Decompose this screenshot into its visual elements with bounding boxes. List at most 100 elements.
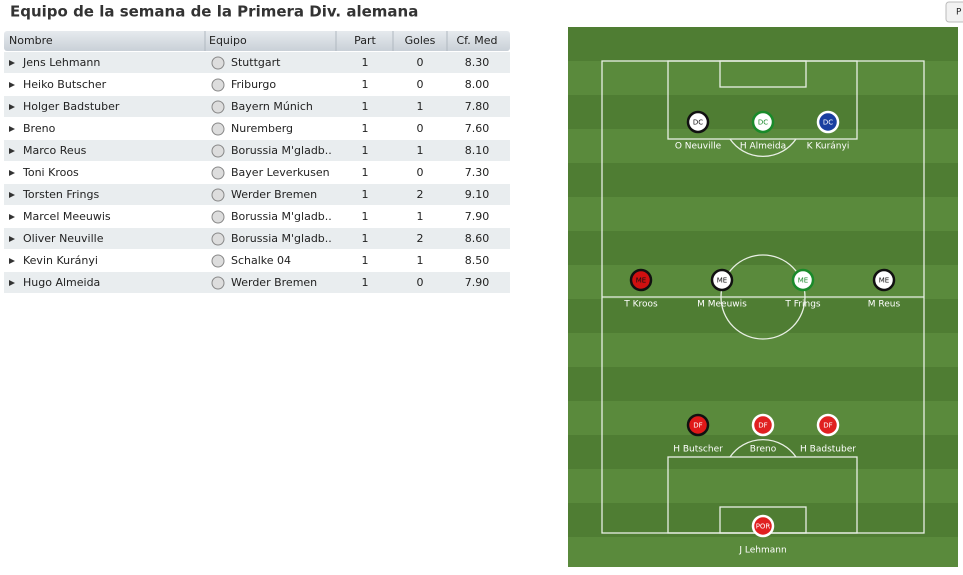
player-position: DF: [693, 422, 702, 430]
team-crest: [211, 254, 225, 268]
player-token: [751, 413, 775, 437]
table-row: [4, 118, 510, 139]
player-name: M Meeuwis: [697, 300, 747, 310]
player-name: M Reus: [868, 300, 901, 310]
player-position: DC: [693, 119, 703, 127]
player-name: K Kurányi: [807, 142, 850, 152]
table-cell: 1: [417, 254, 424, 267]
button-label[interactable]: P: [956, 8, 962, 18]
table-cell: Jens Lehmann: [22, 56, 100, 69]
player-name: H Butscher: [673, 445, 723, 455]
player-position: ME: [636, 277, 646, 285]
team-crest: [211, 210, 225, 224]
player-name: Breno: [750, 445, 777, 455]
player-position: ME: [798, 277, 808, 285]
column-header: Part: [354, 34, 376, 47]
table-cell: 1: [362, 188, 369, 201]
pitch-line: [719, 60, 807, 88]
table-cell: 1: [362, 232, 369, 245]
table-cell: 1: [362, 210, 369, 223]
player-token: [686, 413, 710, 437]
team-crest: [211, 232, 225, 246]
pitch-stripe: [568, 197, 958, 231]
player-token: [710, 268, 734, 292]
table-row: [4, 96, 510, 117]
table-row: [4, 52, 510, 73]
table-cell: Bayern Múnich: [231, 100, 313, 113]
player-token: [686, 110, 710, 134]
row-arrow: [9, 170, 15, 176]
table-cell: 7.60: [465, 122, 490, 135]
table-cell: 1: [362, 276, 369, 289]
table-cell: Bayer Leverkusen: [231, 166, 330, 179]
table-row: [4, 228, 510, 249]
pitch-stripe: [568, 333, 958, 367]
team-crest: [211, 166, 225, 180]
table-cell: Werder Bremen: [231, 276, 317, 289]
column-header: Cf. Med: [457, 34, 498, 47]
table-cell: Toni Kroos: [22, 166, 79, 179]
team-crest: [211, 276, 225, 290]
table-cell: 7.90: [465, 210, 490, 223]
table-cell: Hugo Almeida: [23, 276, 100, 289]
player-token: [751, 110, 775, 134]
row-arrow: [9, 236, 15, 242]
table-cell: Borussia M'gladb..: [231, 144, 332, 157]
table-cell: 2: [417, 232, 424, 245]
table-cell: 1: [417, 144, 424, 157]
player-token: [629, 268, 653, 292]
pitch-line: [729, 439, 797, 458]
player-token: [816, 413, 840, 437]
table-cell: 1: [417, 100, 424, 113]
player-position: DC: [758, 119, 768, 127]
table-cell: Oliver Neuville: [23, 232, 104, 245]
table-row: [4, 184, 510, 205]
table-cell: Holger Badstuber: [23, 100, 120, 113]
team-crest: [211, 144, 225, 158]
row-arrow: [9, 126, 15, 132]
table-cell: 1: [362, 100, 369, 113]
table-cell: Kevin Kurányi: [23, 254, 98, 267]
player-position: DF: [758, 422, 767, 430]
table-cell: 0: [417, 78, 424, 91]
player-name: H Badstuber: [800, 445, 856, 455]
table-row: [4, 250, 510, 271]
table-cell: 0: [417, 122, 424, 135]
table-cell: 1: [417, 210, 424, 223]
table-cell: Borussia M'gladb..: [231, 232, 332, 245]
pitch-stripe: [568, 265, 958, 299]
column-header: Nombre: [9, 34, 53, 47]
table-cell: Marco Reus: [23, 144, 87, 157]
player-name: T Frings: [784, 300, 820, 310]
player-name: O Neuville: [675, 142, 722, 152]
column-header: Goles: [405, 34, 436, 47]
table-cell: 8.10: [465, 144, 490, 157]
table-cell: 0: [417, 166, 424, 179]
table-cell: 1: [362, 78, 369, 91]
table-cell: 1: [362, 144, 369, 157]
pitch-stripe: [568, 537, 958, 567]
table-cell: Borussia M'gladb..: [231, 210, 332, 223]
table-row: [4, 74, 510, 95]
table-cell: 8.50: [465, 254, 490, 267]
player-position: DF: [823, 422, 832, 430]
table-row: [4, 140, 510, 161]
table-cell: Stuttgart: [231, 56, 281, 69]
table-cell: Breno: [23, 122, 56, 135]
column-header: Equipo: [209, 34, 247, 47]
button[interactable]: [945, 1, 963, 23]
player-position: POR: [756, 523, 771, 531]
table-cell: Marcel Meeuwis: [23, 210, 111, 223]
table-cell: 1: [362, 56, 369, 69]
player-token: [816, 110, 840, 134]
player-token: [791, 268, 815, 292]
player-token: [872, 268, 896, 292]
row-arrow: [9, 280, 15, 286]
row-arrow: [9, 60, 15, 66]
player-name: J Lehmann: [738, 546, 786, 556]
pitch-line: [720, 254, 806, 340]
pitch-stripe: [568, 61, 958, 95]
table-cell: Friburgo: [231, 78, 276, 91]
table-cell: 2: [417, 188, 424, 201]
table-cell: Nuremberg: [231, 122, 293, 135]
